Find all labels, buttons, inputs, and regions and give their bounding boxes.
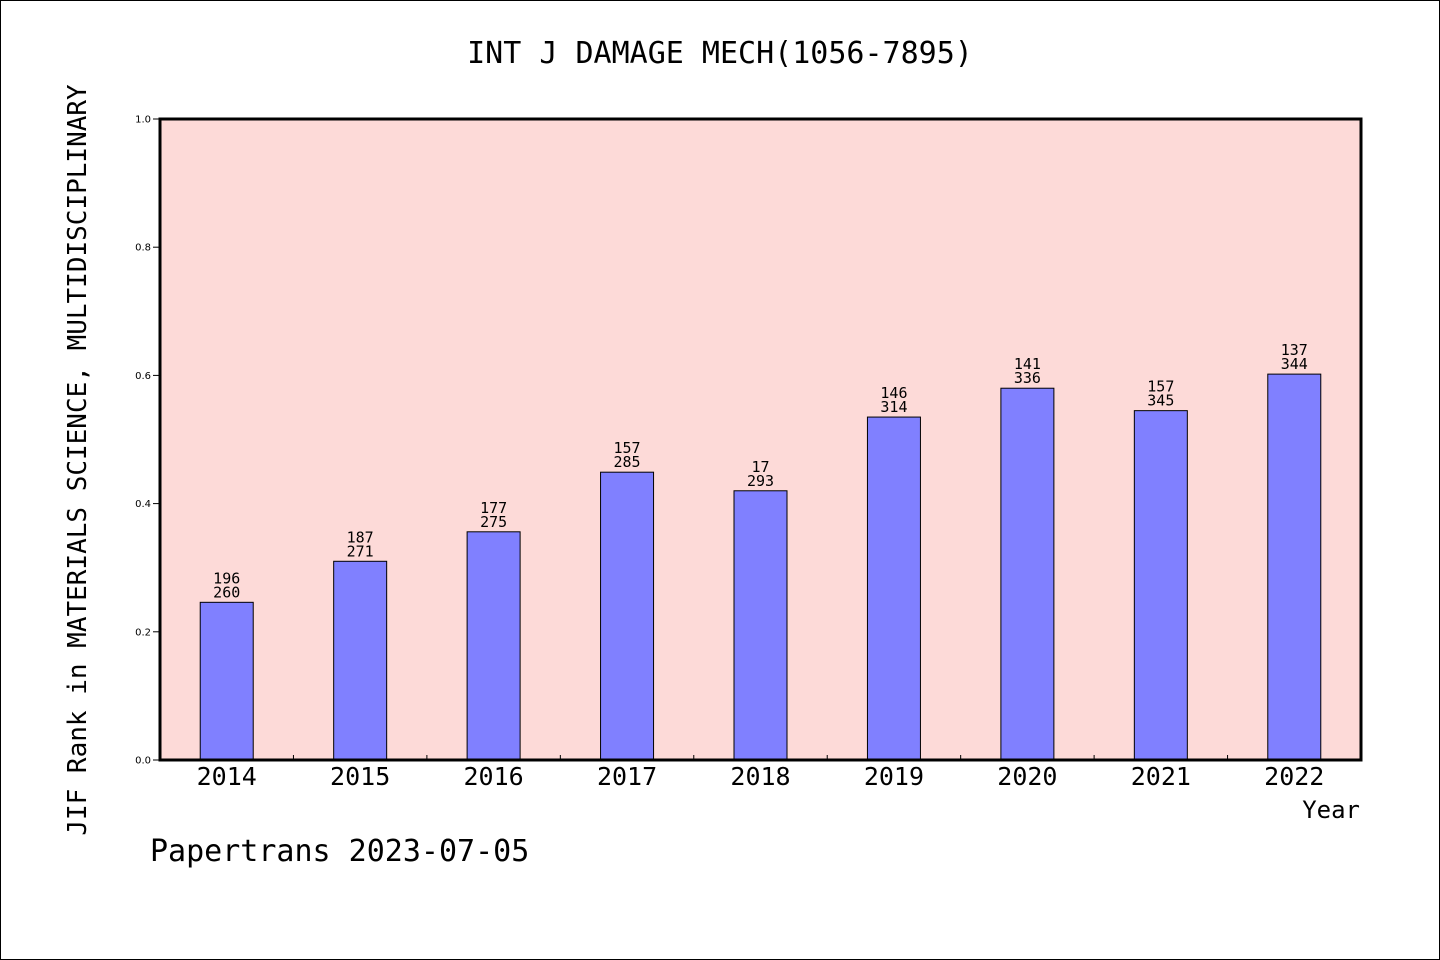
bar-label-rank: 157: [614, 439, 641, 457]
bar: [199, 601, 254, 761]
x-tick-label: 2018: [730, 762, 790, 791]
x-tick-label: 2016: [464, 762, 524, 791]
bar: [333, 560, 388, 761]
x-axis-title: Year: [1302, 796, 1360, 824]
plot-border: [158, 117, 1363, 762]
y-tick-label: 0.4: [135, 499, 151, 510]
x-tick-label: 2019: [864, 762, 924, 791]
y-tick-label: 0.6: [135, 371, 151, 382]
bar-label-rank: 141: [1014, 355, 1041, 373]
bar-label-total: 271: [347, 542, 374, 560]
bar-label-rank: 146: [880, 384, 907, 402]
bar-label-total: 293: [747, 472, 774, 490]
bar: [866, 416, 921, 761]
y-tick-label: 1.0: [135, 115, 151, 126]
y-tick-label: 0.0: [135, 756, 151, 767]
bar-label-rank: 137: [1281, 341, 1308, 359]
bar-label-rank: 187: [347, 528, 374, 546]
x-tick-label: 2015: [330, 762, 390, 791]
footer-note: Papertrans 2023-07-05: [150, 834, 530, 869]
chart-title: INT J DAMAGE MECH(1056-7895): [467, 36, 973, 71]
bar-label-total: 336: [1014, 369, 1041, 387]
bar: [733, 490, 788, 761]
bar-label-total: 314: [880, 398, 907, 416]
bar: [1000, 387, 1055, 761]
bar: [1267, 373, 1322, 761]
bar-label-rank: 196: [213, 569, 240, 587]
bar-label-total: 260: [213, 583, 240, 601]
y-tick-label: 0.8: [135, 243, 151, 254]
x-tick-label: 2021: [1131, 762, 1191, 791]
bar: [1133, 410, 1188, 761]
y-tick-label: 0.2: [135, 627, 151, 638]
x-tick-label: 2022: [1264, 762, 1324, 791]
bar-label-rank: 157: [1147, 378, 1174, 396]
bar-label-total: 344: [1281, 355, 1308, 373]
bar-label-total: 345: [1147, 392, 1174, 410]
bar-label-rank: 17: [751, 458, 769, 476]
bar-label-total: 285: [614, 453, 641, 471]
bar-label-total: 275: [480, 513, 507, 531]
x-tick-label: 2014: [197, 762, 257, 791]
bar: [466, 531, 521, 761]
bar-label-rank: 177: [480, 499, 507, 517]
x-tick-label: 2020: [997, 762, 1057, 791]
bar: [600, 471, 655, 761]
x-tick-label: 2017: [597, 762, 657, 791]
